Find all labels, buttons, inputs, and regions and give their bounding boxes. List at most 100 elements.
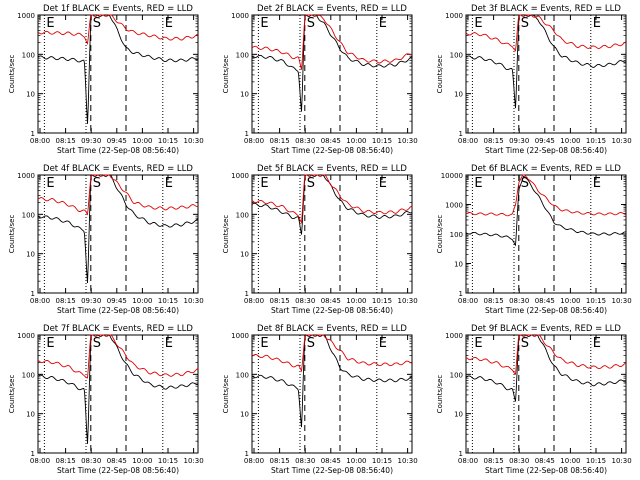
x-tick-label: 08:00: [458, 457, 478, 465]
y-tick-label: 1000: [445, 332, 463, 340]
x-tick-label: 09:30: [509, 137, 529, 145]
x-tick-label: 08:45: [321, 137, 341, 145]
x-tick-label: 08:45: [107, 457, 127, 465]
x-axis-label: Start Time (22-Sep-08 08:56:40): [485, 466, 607, 475]
x-tick-label: 10:30: [612, 457, 632, 465]
interval-marker-label: E: [165, 336, 173, 351]
interval-marker-label: E: [474, 336, 482, 351]
y-axis-label: Counts/sec: [436, 215, 444, 254]
x-axis-label: Start Time (22-Sep-08 08:56:40): [57, 466, 179, 475]
y-tick-label: 10: [454, 91, 463, 99]
y-tick-label: 1000: [231, 172, 249, 180]
y-axis-label: Counts/sec: [222, 375, 230, 414]
y-tick-label: 10: [26, 91, 35, 99]
y-tick-label: 1000: [17, 12, 35, 20]
x-tick-label: 10:30: [398, 457, 418, 465]
y-tick-label: 1: [459, 130, 463, 138]
series-events-line: [465, 14, 627, 109]
y-tick-label: 10: [26, 251, 35, 259]
panel-title: Det 5f BLACK = Events, RED = LLD: [257, 164, 407, 174]
y-tick-label: 1000: [231, 12, 249, 20]
x-tick-label: 08:45: [321, 297, 341, 305]
x-tick-label: 09:45: [535, 137, 555, 145]
x-axis-label: Start Time (22-Sep-08 08:56:40): [271, 466, 393, 475]
panel-det-5f: Det 5f BLACK = Events, RED = LLD 1 10 100 10…: [222, 164, 418, 315]
x-tick-label: 08:45: [321, 457, 341, 465]
interval-marker-label: S: [93, 336, 101, 351]
x-tick-label: 10:00: [560, 137, 580, 145]
series-lld-line: [251, 14, 413, 70]
y-axis-label: Counts/sec: [222, 215, 230, 254]
interval-marker-label: S: [521, 16, 529, 31]
x-tick-label: 10:00: [560, 457, 580, 465]
y-tick-label: 1: [459, 290, 463, 298]
panel-det-9f: Det 9f BLACK = Events, RED = LLD 1 10 100 10…: [436, 324, 632, 475]
interval-marker-label: E: [165, 16, 173, 31]
y-tick-label: 100: [22, 51, 35, 59]
panel-title: Det 4f BLACK = Events, RED = LLD: [43, 164, 193, 174]
panel-det-4f: Det 4f BLACK = Events, RED = LLD 1 10 100 10…: [8, 164, 204, 315]
x-tick-label: 10:15: [158, 457, 178, 465]
interval-marker-label: E: [46, 336, 54, 351]
x-tick-label: 10:15: [586, 137, 606, 145]
x-tick-label: 08:15: [270, 297, 290, 305]
y-axis-label: Counts/sec: [8, 215, 16, 254]
x-tick-label: 10:15: [586, 297, 606, 305]
interval-marker-label: E: [474, 16, 482, 31]
x-tick-label: 10:00: [346, 457, 366, 465]
interval-marker-label: S: [93, 16, 101, 31]
x-tick-label: 08:45: [535, 297, 555, 305]
interval-marker-label: E: [379, 16, 387, 31]
plot-frame: [37, 14, 199, 134]
interval-marker-label: E: [474, 176, 482, 191]
series-lld-line: [37, 334, 199, 379]
series-lld-line: [465, 14, 627, 52]
interval-marker-label: E: [593, 176, 601, 191]
x-axis-label: Start Time (22-Sep-08 08:56:40): [485, 306, 607, 315]
x-tick-label: 08:30: [81, 457, 101, 465]
plot-frame: [465, 14, 627, 134]
x-tick-label: 08:15: [484, 457, 504, 465]
x-tick-label: 08:00: [30, 457, 50, 465]
x-tick-label: 09:30: [81, 137, 101, 145]
y-tick-label: 1000: [231, 332, 249, 340]
series-lld-line: [465, 174, 627, 217]
panel-det-1f: Det 1f BLACK = Events, RED = LLD 1 10 100 10…: [8, 4, 204, 155]
x-tick-label: 10:15: [586, 457, 606, 465]
x-tick-label: 08:30: [509, 297, 529, 305]
y-tick-label: 100: [450, 231, 463, 239]
y-tick-label: 1: [31, 290, 35, 298]
y-tick-label: 1: [31, 450, 35, 458]
x-tick-label: 10:15: [372, 297, 392, 305]
x-tick-label: 10:30: [184, 297, 204, 305]
y-tick-label: 1: [245, 450, 249, 458]
panel-title: Det 9f BLACK = Events, RED = LLD: [471, 324, 621, 334]
y-tick-label: 100: [236, 51, 249, 59]
y-tick-label: 10: [26, 411, 35, 419]
x-tick-label: 10:00: [132, 137, 152, 145]
x-axis-label: Start Time (22-Sep-08 08:56:40): [57, 146, 179, 155]
x-tick-label: 09:45: [107, 137, 127, 145]
y-tick-label: 10: [240, 251, 249, 259]
x-tick-label: 08:45: [535, 457, 555, 465]
x-tick-label: 08:30: [295, 297, 315, 305]
x-tick-label: 10:00: [560, 297, 580, 305]
interval-marker-label: S: [521, 176, 529, 191]
series-lld-line: [37, 174, 198, 216]
x-tick-label: 08:00: [458, 137, 478, 145]
y-tick-label: 1000: [445, 12, 463, 20]
interval-marker-label: S: [307, 336, 315, 351]
interval-marker-label: E: [379, 336, 387, 351]
x-tick-label: 08:30: [295, 137, 315, 145]
x-axis-label: Start Time (22-Sep-08 08:56:40): [271, 306, 393, 315]
series-lld-line: [251, 334, 412, 373]
y-tick-label: 10: [240, 91, 249, 99]
x-axis-label: Start Time (22-Sep-08 08:56:40): [485, 146, 607, 155]
interval-marker-label: E: [379, 176, 387, 191]
series-lld-line: [251, 174, 413, 225]
y-axis-label: Counts/sec: [436, 55, 444, 94]
series-lld-line: [37, 14, 199, 45]
x-tick-label: 10:15: [372, 137, 392, 145]
series-events-line: [465, 334, 627, 402]
